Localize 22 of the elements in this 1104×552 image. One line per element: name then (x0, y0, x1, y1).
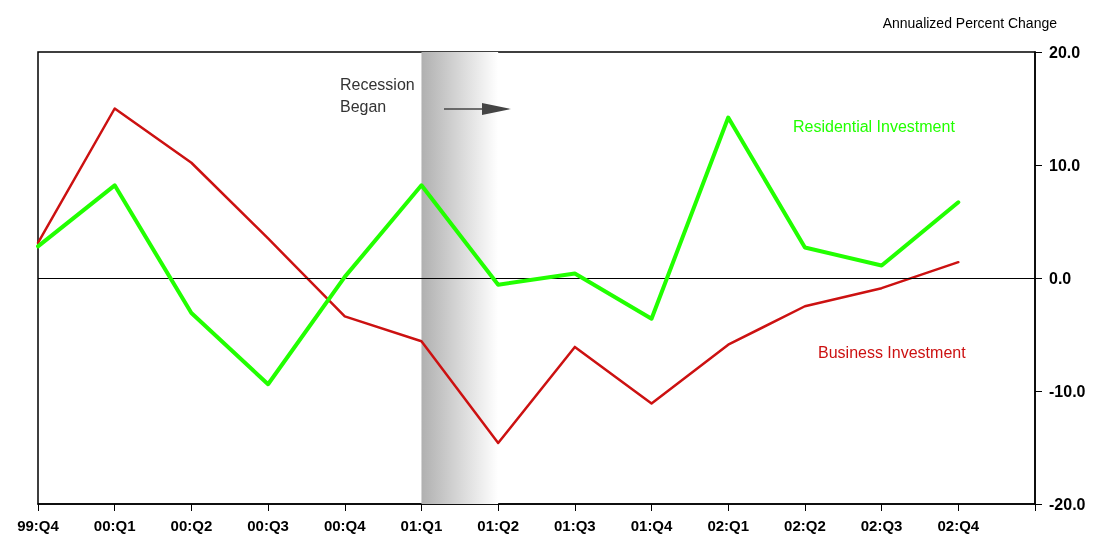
y-axis-title: Annualized Percent Change (882, 15, 1058, 31)
x-tick-label: 01:Q1 (400, 517, 443, 534)
x-tick-label: 02:Q3 (860, 517, 903, 534)
y-tick-label: -20.0 (1049, 495, 1086, 513)
y-tick-label: -10.0 (1049, 382, 1086, 400)
x-tick-label: 02:Q2 (784, 517, 826, 534)
x-tick-label: 00:Q2 (170, 517, 213, 534)
x-tick-label: 02:Q1 (707, 517, 750, 534)
x-tick-label: 00:Q3 (247, 517, 289, 534)
y-tick-label: 0.0 (1049, 269, 1072, 287)
annotation: Recession Began (340, 75, 415, 115)
y-tick-label: 10.0 (1049, 156, 1081, 174)
text: Residential Investment (793, 117, 956, 135)
text: Business Investment (818, 343, 967, 361)
x-tick-label: 00:Q1 (93, 517, 136, 534)
y-tick-label: 20.0 (1049, 43, 1081, 61)
x-tick-label: 02:Q4 (937, 517, 980, 534)
x-tick-label: 00:Q4 (323, 517, 367, 534)
x-tick-label: 01:Q3 (553, 517, 596, 534)
x-tick-label: 99:Q4 (17, 517, 60, 534)
x-tick-label: 01:Q4 (630, 517, 674, 534)
x-tick-label: 01:Q2 (477, 517, 520, 534)
